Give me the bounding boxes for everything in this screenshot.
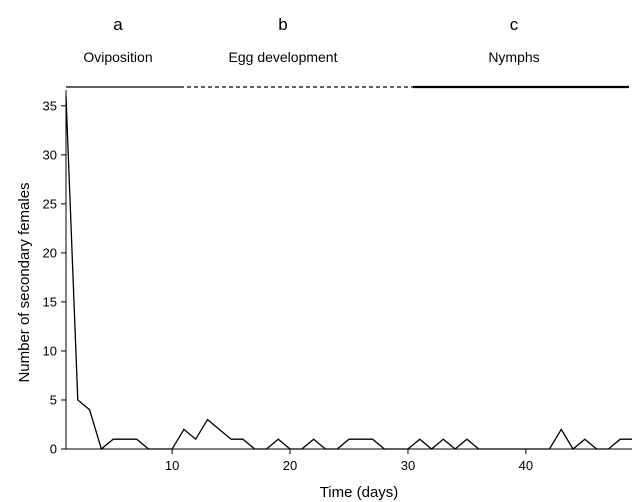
phase-letter-c: c (510, 15, 519, 34)
y-tick-label: 25 (43, 196, 57, 211)
chart-axes (65, 90, 632, 450)
y-axis-ticks: 0 5 10 15 20 25 30 35 (43, 98, 66, 457)
phase-label: Egg development (229, 49, 338, 65)
series-line (65, 95, 632, 451)
phase-letter-b: b (278, 15, 287, 34)
x-tick-label: 30 (401, 458, 415, 473)
y-tick-label: 10 (43, 343, 57, 358)
y-tick-label: 5 (50, 392, 57, 407)
y-tick-label: 20 (43, 245, 57, 260)
phase-letter-a: a (113, 15, 123, 34)
phase-annotations: a Oviposition b Egg development c Nymphs (66, 15, 629, 89)
y-tick-label: 0 (50, 442, 57, 457)
y-tick-label: 35 (43, 98, 57, 113)
phase-label: Nymphs (488, 49, 539, 65)
y-tick-label: 15 (43, 294, 57, 309)
x-tick-label: 10 (165, 458, 179, 473)
x-tick-label: 40 (519, 458, 533, 473)
phase-label: Oviposition (83, 49, 152, 65)
y-tick-label: 30 (43, 147, 57, 162)
y-axis-title: Number of secondary females (16, 182, 33, 382)
x-tick-label: 20 (283, 458, 297, 473)
x-axis-title: Time (days) (320, 484, 399, 501)
x-axis-ticks: 10 20 30 40 (165, 449, 533, 473)
